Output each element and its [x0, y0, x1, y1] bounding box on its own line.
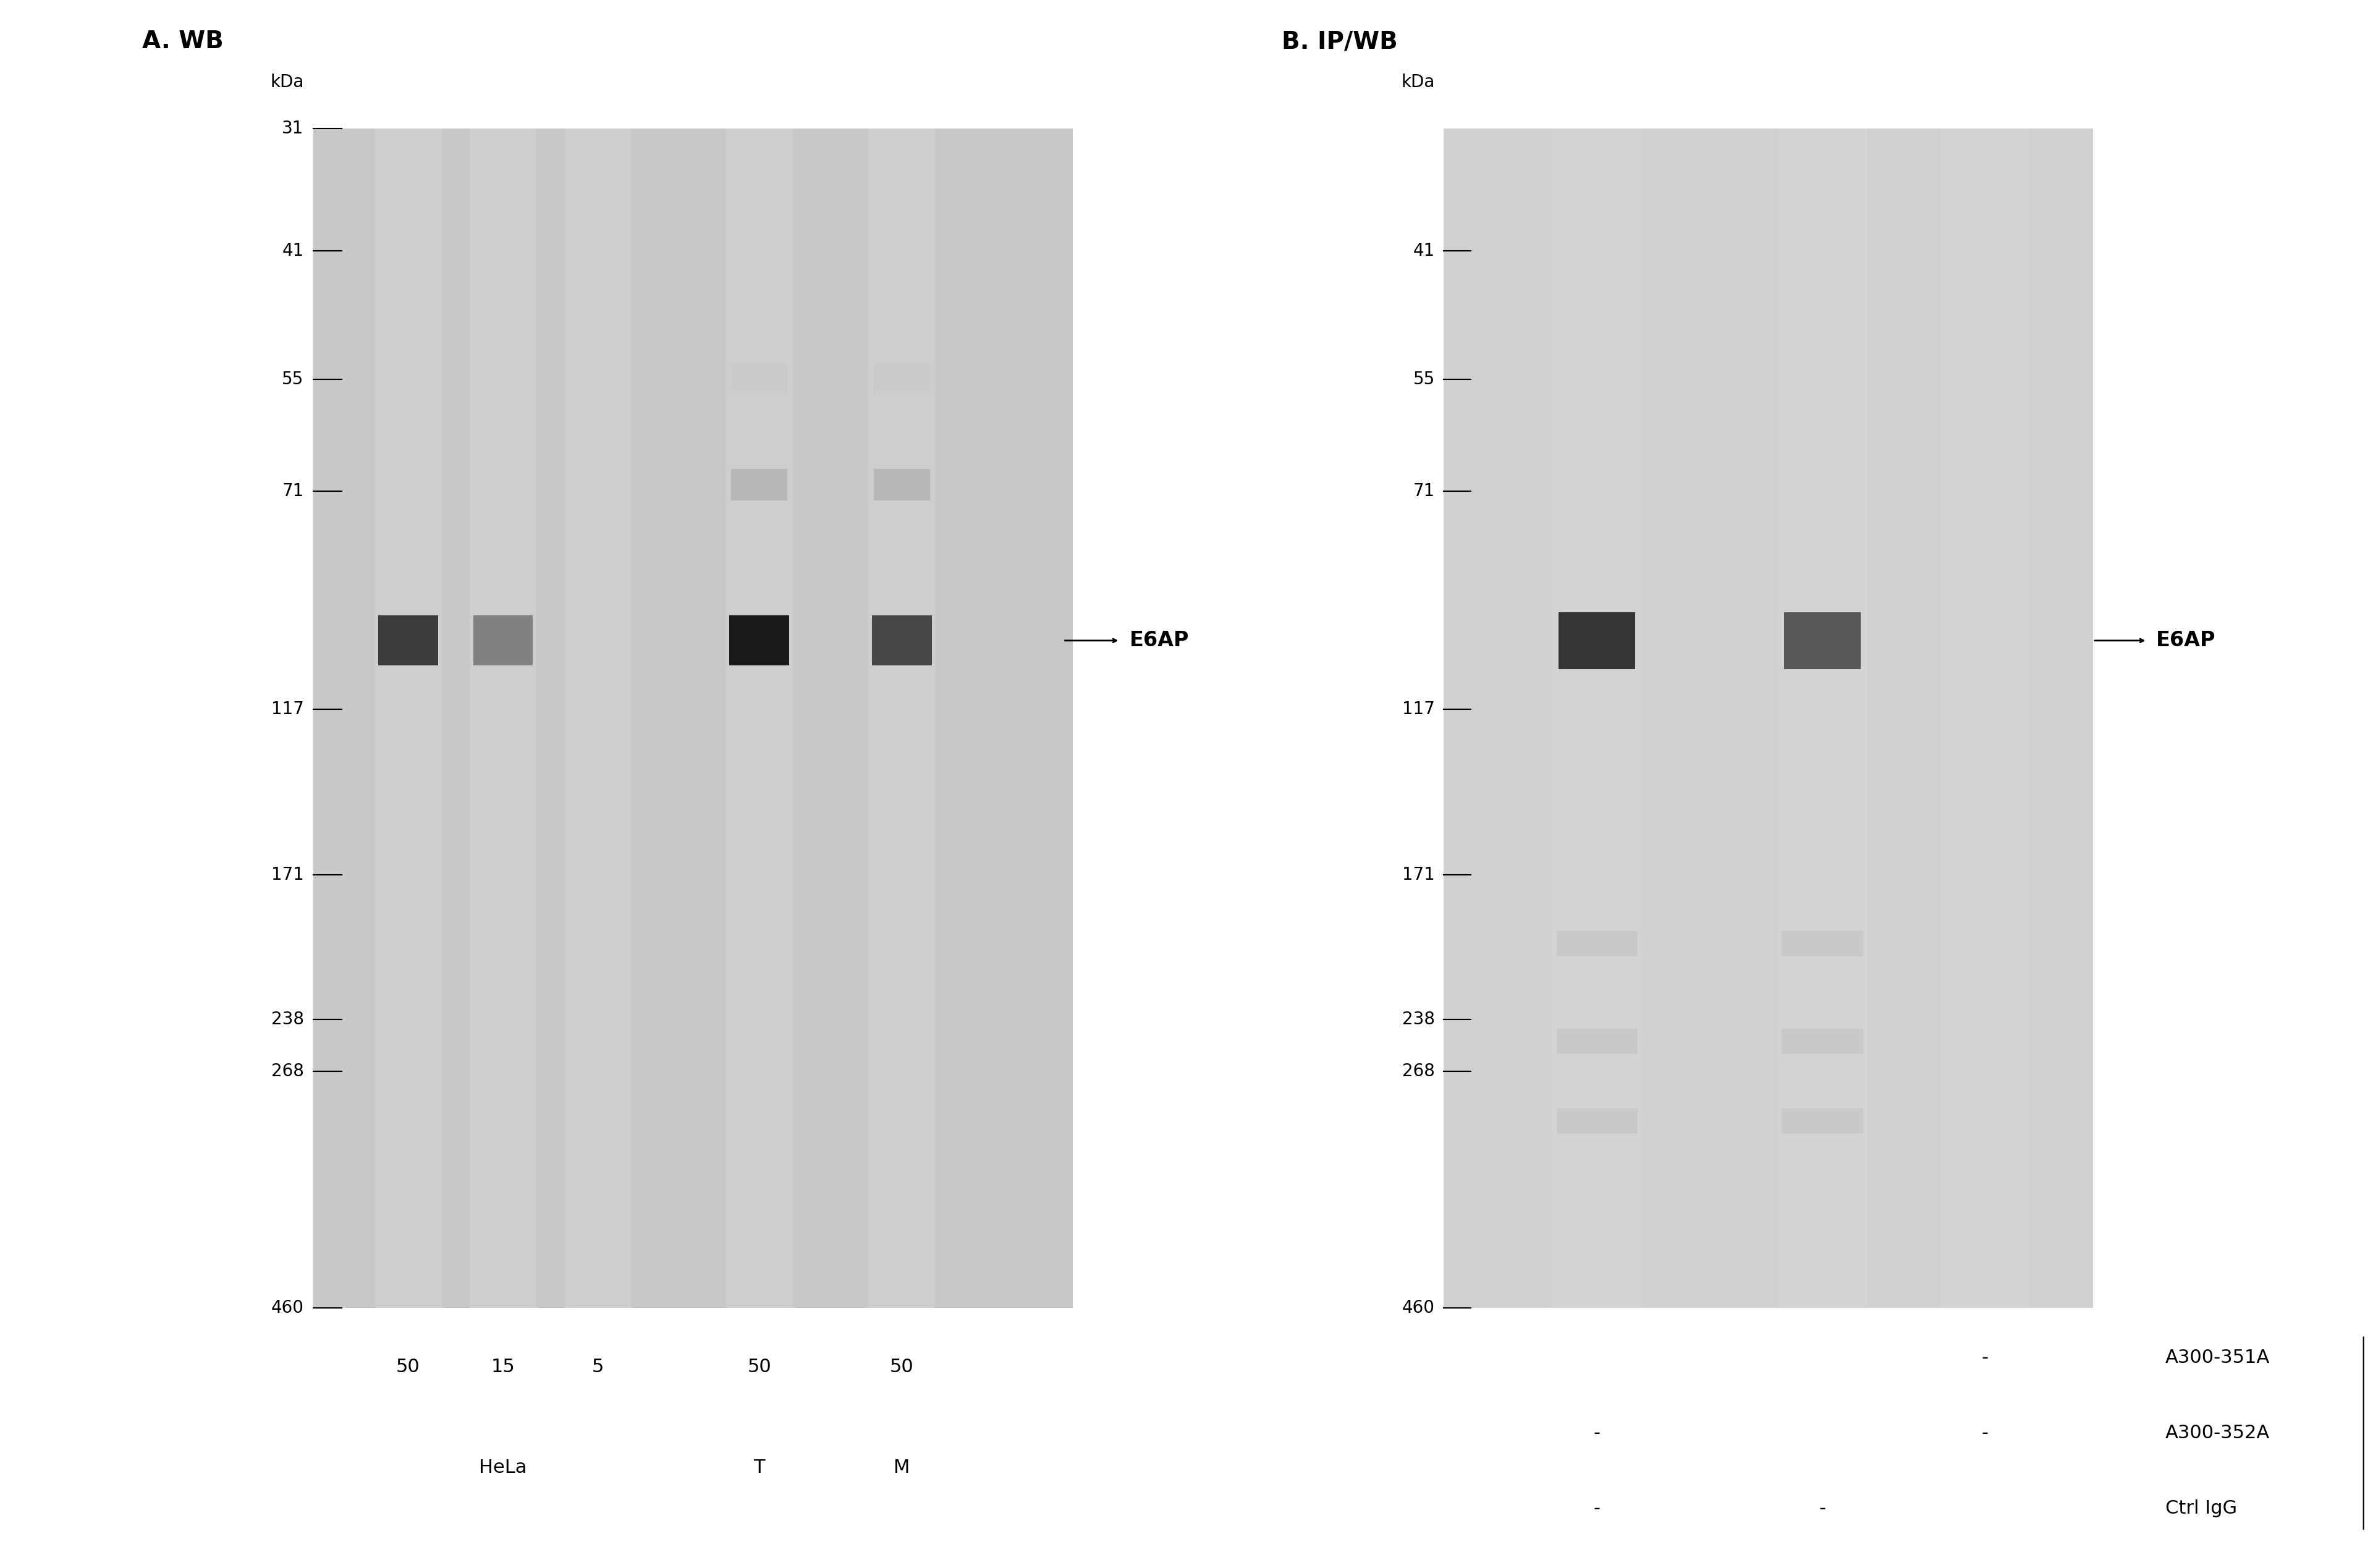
Text: 117: 117 — [271, 701, 304, 718]
Text: 31: 31 — [282, 119, 304, 138]
Text: 55: 55 — [1412, 370, 1436, 387]
Text: 41: 41 — [1412, 241, 1436, 259]
Text: -: - — [1981, 1348, 1989, 1367]
Text: 268: 268 — [1402, 1063, 1436, 1080]
Bar — [729, 616, 790, 666]
Bar — [873, 469, 930, 500]
Text: 50: 50 — [747, 1358, 771, 1375]
Bar — [377, 616, 439, 666]
Bar — [873, 364, 930, 395]
Text: 55: 55 — [282, 370, 304, 387]
Bar — [731, 469, 788, 500]
Text: 460: 460 — [1402, 1298, 1436, 1317]
Text: 171: 171 — [271, 867, 304, 884]
Text: 41: 41 — [282, 241, 304, 259]
Text: 50: 50 — [396, 1358, 420, 1375]
Bar — [470, 129, 536, 1308]
Bar — [1782, 1029, 1863, 1054]
Text: 5: 5 — [591, 1358, 605, 1375]
Text: Ctrl IgG: Ctrl IgG — [2164, 1499, 2238, 1518]
Text: -: - — [1595, 1424, 1599, 1443]
Bar — [869, 129, 935, 1308]
Bar — [565, 129, 631, 1308]
Text: 50: 50 — [890, 1358, 914, 1375]
Text: T: T — [755, 1458, 764, 1477]
Text: HeLa: HeLa — [479, 1458, 527, 1477]
Bar — [375, 129, 441, 1308]
Text: A300-352A: A300-352A — [2164, 1424, 2269, 1443]
Text: 238: 238 — [1402, 1011, 1436, 1029]
Bar — [717, 1433, 802, 1502]
Bar — [731, 364, 788, 395]
Text: -: - — [1981, 1424, 1989, 1443]
Text: B. IP/WB: B. IP/WB — [1281, 30, 1398, 53]
Text: 171: 171 — [1402, 867, 1436, 884]
Text: 238: 238 — [271, 1011, 304, 1029]
Bar — [365, 1433, 641, 1502]
Bar — [1559, 613, 1635, 670]
Bar — [871, 616, 933, 666]
Bar — [472, 616, 534, 666]
Bar — [1557, 931, 1637, 956]
Text: kDa: kDa — [1400, 74, 1436, 91]
Bar — [859, 1433, 944, 1502]
Bar — [726, 129, 793, 1308]
Text: 117: 117 — [1402, 701, 1436, 718]
Text: A300-351A: A300-351A — [2164, 1348, 2269, 1367]
Text: 15: 15 — [491, 1358, 515, 1375]
Text: E6AP: E6AP — [1130, 630, 1189, 651]
Text: kDa: kDa — [271, 74, 304, 91]
Bar — [1782, 931, 1863, 956]
Text: -: - — [1595, 1499, 1599, 1518]
Text: -: - — [1820, 1499, 1825, 1518]
Text: A. WB: A. WB — [142, 30, 223, 53]
Bar — [1782, 1109, 1863, 1134]
Text: 460: 460 — [271, 1298, 304, 1317]
Bar — [1557, 1109, 1637, 1134]
Text: 71: 71 — [1412, 483, 1436, 500]
Bar — [1784, 613, 1860, 670]
Bar — [1557, 1029, 1637, 1054]
Text: 268: 268 — [271, 1063, 304, 1080]
Text: E6AP: E6AP — [2157, 630, 2216, 651]
Text: 71: 71 — [282, 483, 304, 500]
Text: M: M — [895, 1458, 909, 1477]
